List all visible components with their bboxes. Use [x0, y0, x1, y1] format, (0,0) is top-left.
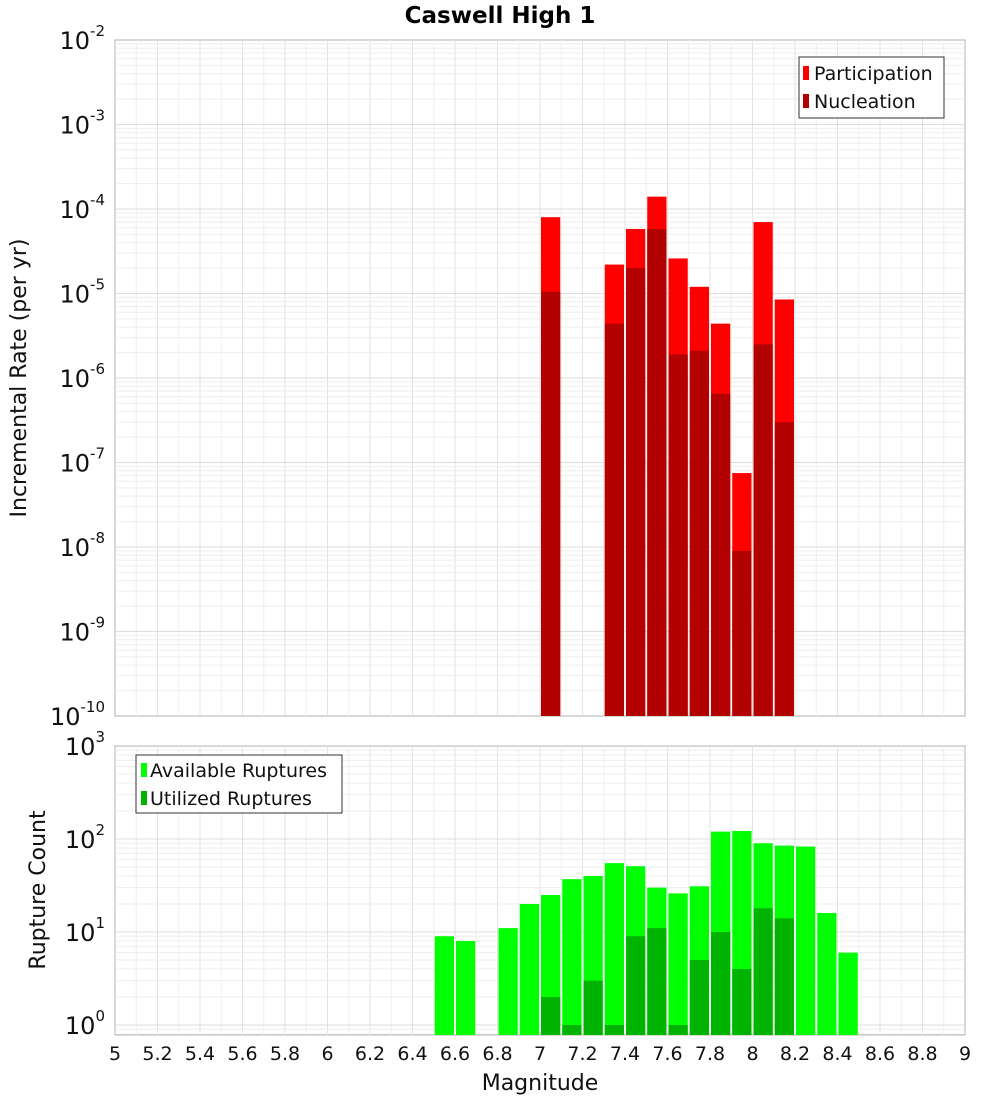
x-tick-label: 6.4 — [397, 1043, 427, 1065]
count-bar-series-2 — [753, 908, 773, 1035]
count-bar-series-2 — [562, 1024, 582, 1035]
count-bar-series-2 — [732, 968, 752, 1035]
x-tick-label: 6.2 — [355, 1043, 385, 1065]
rate-bar-series-2 — [774, 422, 794, 716]
count-bars — [434, 830, 858, 1035]
x-tick-label: 6.6 — [440, 1043, 470, 1065]
rate-bar-series-2 — [753, 344, 773, 716]
x-tick-label: 8.2 — [780, 1043, 810, 1065]
x-axis-label: Magnitude — [482, 1071, 599, 1096]
legend-swatch-available — [141, 763, 147, 777]
x-tick-label: 5.4 — [185, 1043, 215, 1065]
rate-y-tick-label: 10-8 — [59, 529, 105, 562]
count-bar-series-1 — [498, 928, 518, 1035]
count-y-tick-label: 101 — [65, 914, 105, 947]
count-bar-series-2 — [668, 1024, 688, 1035]
count-y-axis-label: Rupture Count — [26, 810, 51, 970]
x-tick-label: 5.6 — [227, 1043, 257, 1065]
rate-gridlines — [115, 40, 965, 716]
count-bar-series-2 — [583, 980, 603, 1035]
rate-bar-series-2 — [711, 393, 731, 716]
x-tick-label: 8 — [746, 1043, 758, 1065]
x-tick-label: 8.8 — [907, 1043, 937, 1065]
rate-legend: Participation Nucleation — [798, 56, 945, 119]
count-legend-box — [135, 754, 343, 814]
rate-bars — [541, 196, 794, 717]
count-panel: 100 101 102 103 5 5.2 5.4 5.6 5.8 6 6.2 6.4 6.6 6.8 7… — [26, 728, 971, 1096]
x-tick-label: 6.8 — [482, 1043, 512, 1065]
count-bar-series-1 — [434, 936, 454, 1035]
count-y-ticks: 100 101 102 103 — [65, 728, 105, 1040]
legend-label-participation: Participation — [814, 63, 933, 85]
count-y-tick-label: 102 — [65, 821, 105, 854]
legend-label-utilized: Utilized Ruptures — [150, 788, 312, 810]
count-bar-series-2 — [711, 931, 731, 1035]
rate-y-axis-label: Incremental Rate (per yr) — [7, 239, 32, 518]
rate-bar-series-2 — [668, 354, 688, 716]
x-tick-label: 9 — [959, 1043, 971, 1065]
rate-y-tick-label: 10-9 — [59, 614, 105, 647]
rate-legend-box — [798, 56, 945, 119]
x-tick-label: 6 — [321, 1043, 333, 1065]
rate-y-ticks: 10-10 10-9 10-8 10-7 10-6 10-5 10-4 10-3 10-2 — [50, 22, 105, 731]
count-y-tick-label: 103 — [65, 728, 105, 761]
rate-bar-series-2 — [689, 350, 709, 716]
count-bar-series-1 — [519, 903, 539, 1035]
x-tick-label: 7 — [534, 1043, 546, 1065]
count-bar-series-1 — [796, 846, 816, 1035]
rate-y-tick-label: 10-2 — [59, 22, 105, 55]
count-bar-series-1 — [456, 940, 476, 1035]
x-tick-label: 8.4 — [822, 1043, 852, 1065]
rate-bar-series-2 — [604, 323, 624, 716]
count-bar-series-1 — [668, 893, 688, 1035]
count-bar-series-1 — [604, 863, 624, 1035]
rate-y-tick-label: 10-7 — [59, 445, 105, 478]
legend-swatch-participation — [803, 66, 809, 80]
x-tick-label: 5.8 — [270, 1043, 300, 1065]
x-tick-label: 5.2 — [142, 1043, 172, 1065]
count-bar-series-2 — [604, 1024, 624, 1035]
x-tick-label: 7.2 — [567, 1043, 597, 1065]
count-bar-series-1 — [817, 912, 837, 1035]
rate-y-tick-label: 10-3 — [59, 107, 105, 140]
count-y-tick-label: 100 — [65, 1007, 105, 1040]
legend-label-available: Available Ruptures — [150, 760, 327, 782]
x-ticks: 5 5.2 5.4 5.6 5.8 6 6.2 6.4 6.6 6.8 7 7.2 7.4 7.6 7.8 8… — [109, 1043, 971, 1065]
legend-swatch-utilized — [141, 791, 147, 805]
rate-bar-series-2 — [541, 291, 561, 716]
rate-y-tick-label: 10-4 — [59, 191, 105, 224]
x-tick-label: 8.6 — [865, 1043, 895, 1065]
rate-bar-series-2 — [732, 550, 752, 716]
x-tick-label: 7.8 — [695, 1043, 725, 1065]
rate-panel: 10-10 10-9 10-8 10-7 10-6 10-5 10-4 10-3 10-2 Ca… — [7, 3, 966, 731]
chart-title: Caswell High 1 — [405, 3, 596, 29]
rate-y-tick-label: 10-10 — [50, 698, 105, 731]
count-bar-series-1 — [838, 952, 858, 1035]
legend-swatch-nucleation — [803, 94, 809, 108]
count-bar-series-2 — [626, 936, 646, 1035]
rate-y-tick-label: 10-5 — [59, 276, 105, 309]
count-bar-series-2 — [689, 959, 709, 1035]
legend-label-nucleation: Nucleation — [814, 91, 916, 113]
rate-y-tick-label: 10-6 — [59, 360, 105, 393]
count-bar-series-2 — [541, 996, 561, 1035]
count-bar-series-2 — [774, 918, 794, 1035]
x-tick-label: 7.6 — [652, 1043, 682, 1065]
count-bar-series-2 — [647, 928, 667, 1035]
count-legend: Available Ruptures Utilized Ruptures — [135, 754, 343, 814]
x-tick-label: 7.4 — [610, 1043, 640, 1065]
rate-bar-series-2 — [626, 268, 646, 716]
x-tick-label: 5 — [109, 1043, 121, 1065]
count-bar-series-1 — [562, 879, 582, 1035]
rate-bar-series-2 — [647, 228, 667, 716]
